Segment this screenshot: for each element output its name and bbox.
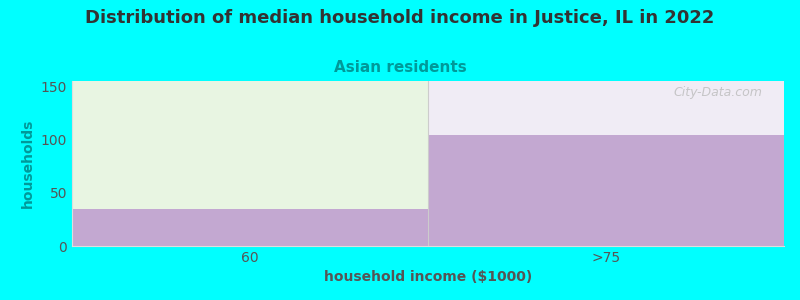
Text: Asian residents: Asian residents xyxy=(334,60,466,75)
Text: City-Data.com: City-Data.com xyxy=(674,86,762,99)
X-axis label: household income ($1000): household income ($1000) xyxy=(324,270,532,284)
Text: Distribution of median household income in Justice, IL in 2022: Distribution of median household income … xyxy=(86,9,714,27)
Y-axis label: households: households xyxy=(22,119,35,208)
